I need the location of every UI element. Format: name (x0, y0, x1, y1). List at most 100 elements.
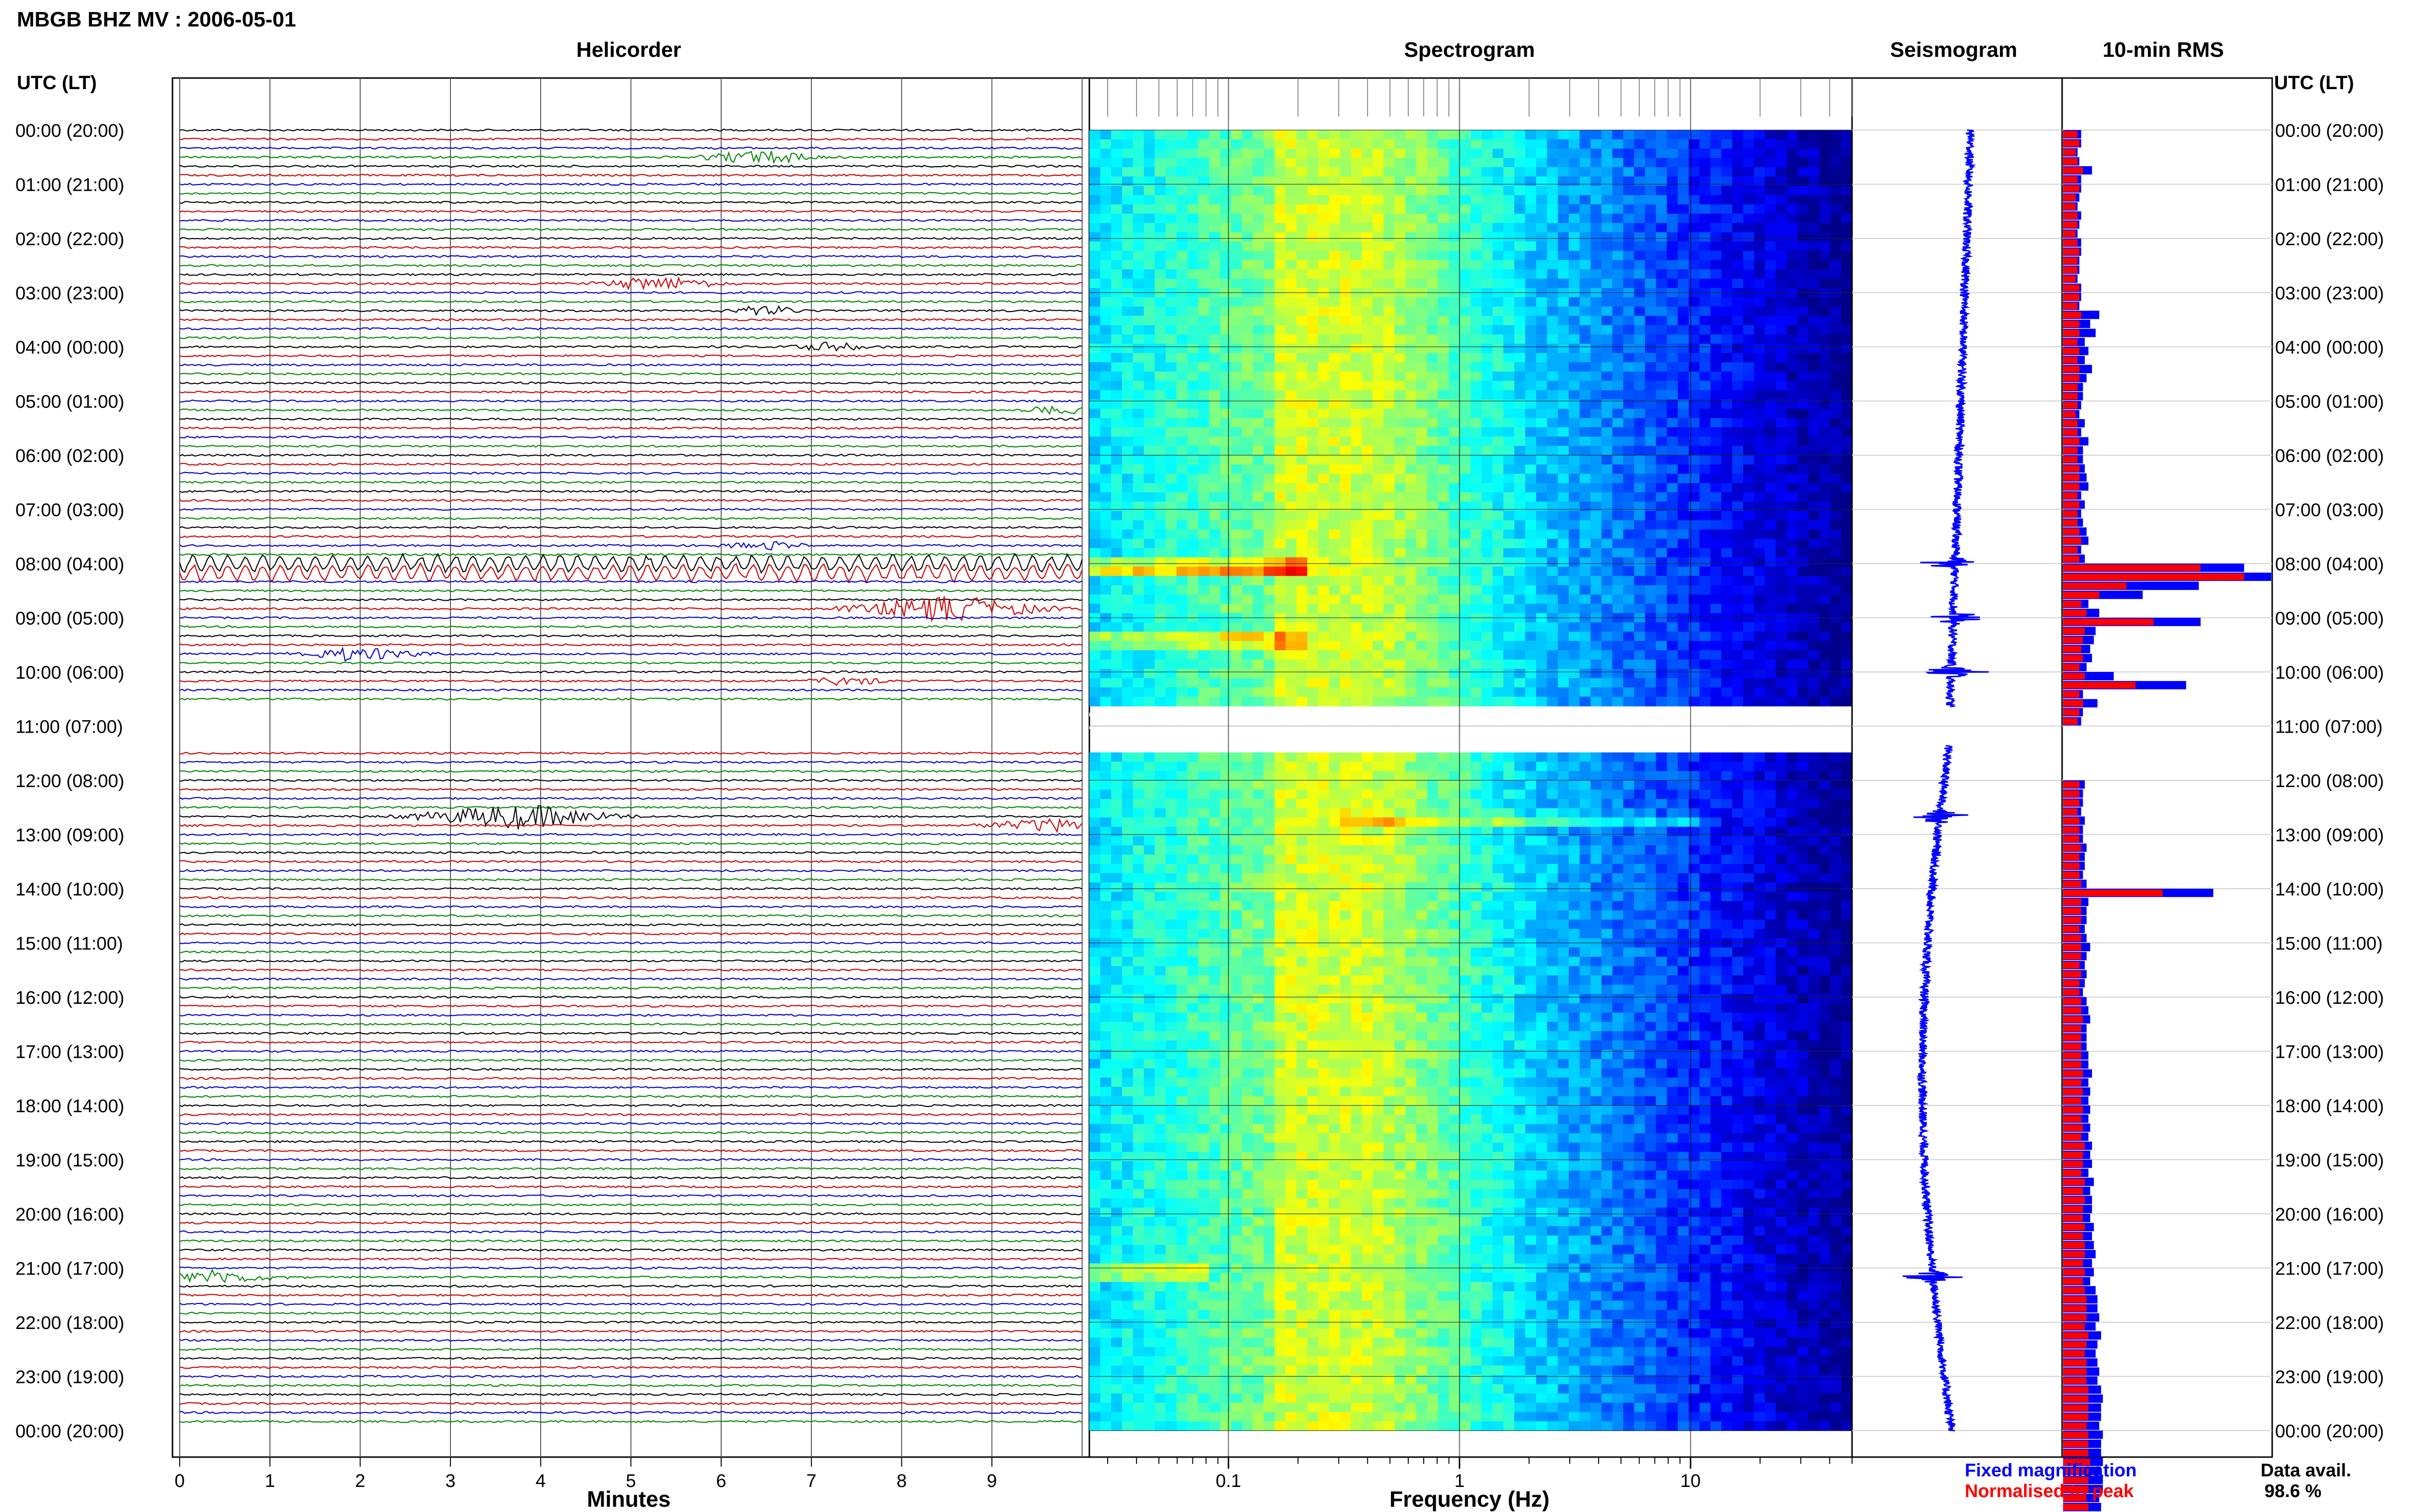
spectrogram-cell (1601, 789, 1613, 800)
spectrogram-cell (1449, 511, 1460, 521)
spectrogram-cell (1394, 622, 1406, 632)
spectrogram-cell (1144, 473, 1155, 484)
spectrogram-cell (1394, 464, 1406, 474)
spectrogram-cell (1100, 139, 1112, 149)
spectrogram-cell (1383, 130, 1395, 140)
spectrogram-cell (1830, 771, 1842, 781)
spectrogram-cell (1285, 353, 1297, 363)
spectrogram-cell (1601, 223, 1613, 233)
spectrogram-cell (1547, 557, 1559, 567)
spectrogram-cell (1231, 297, 1243, 307)
spectrogram-cell (1787, 483, 1798, 493)
spectrogram-cell (1525, 316, 1536, 326)
spectrogram-cell (1765, 269, 1776, 279)
spectrogram-cell (1787, 446, 1798, 456)
spectrogram-cell (1449, 241, 1460, 251)
spectrogram-cell (1634, 158, 1646, 168)
helicorder-trace-row (179, 1031, 1083, 1035)
helicorder-trace-row (179, 1212, 1083, 1216)
spectrogram-cell (1394, 483, 1406, 493)
spectrogram-cell (1841, 325, 1853, 335)
helicorder-trace-row (179, 959, 1083, 963)
helicorder-trace-row (179, 1221, 1083, 1224)
spectrogram-cell (1176, 130, 1188, 140)
spectrogram-cell (1743, 808, 1755, 818)
spectrogram-cell (1122, 408, 1134, 419)
spectrogram-cell (1819, 659, 1831, 670)
spectrogram-cell (1601, 362, 1613, 372)
spectrogram-cell (1253, 260, 1264, 270)
spectrogram-cell (1231, 362, 1243, 372)
spectrogram-cell (1787, 158, 1798, 168)
spectrogram-cell (1743, 576, 1755, 586)
spectrogram-cell (1242, 130, 1253, 140)
spectrogram-cell (1176, 631, 1188, 642)
spectrogram-cell (1405, 687, 1417, 697)
spectrogram-cell (1482, 641, 1493, 651)
spectrogram-cell (1242, 594, 1253, 605)
spectrogram-cell (1819, 223, 1831, 233)
spectrogram-cell (1416, 697, 1428, 707)
spectrogram-cell (1427, 427, 1439, 437)
spectrogram-cell (1165, 446, 1177, 456)
spectrogram-cell (1678, 650, 1689, 660)
spectrogram-cell (1405, 576, 1417, 586)
spectrogram-cell (1645, 399, 1656, 409)
spectrogram-cell (1242, 501, 1253, 512)
spectrogram-cell (1329, 381, 1340, 391)
spectrogram-cell (1350, 511, 1363, 521)
spectrogram-cell (1699, 408, 1711, 419)
spectrogram-cell (1362, 297, 1373, 307)
spectrogram-cell (1787, 278, 1798, 289)
spectrogram-cell (1220, 316, 1231, 326)
spectrogram-cell (1655, 343, 1668, 354)
spectrogram-cell (1307, 650, 1319, 660)
spectrogram-cell (1743, 566, 1755, 577)
spectrogram-cell (1144, 501, 1155, 512)
spectrogram-cell (1362, 576, 1373, 586)
spectrogram-cell (1688, 306, 1700, 316)
spectrogram-cell (1263, 316, 1275, 326)
spectrogram-cell (1459, 771, 1471, 781)
spectrogram-cell (1841, 631, 1853, 642)
spectrogram-cell (1144, 659, 1155, 670)
spectrogram-cell (1743, 631, 1755, 642)
spectrogram-cell (1165, 297, 1177, 307)
spectrogram-cell (1122, 362, 1134, 372)
spectrogram-cell (1655, 167, 1668, 177)
spectrogram-cell (1645, 176, 1656, 186)
spectrogram-cell (1645, 576, 1656, 586)
spectrogram-cell (1231, 780, 1243, 790)
spectrogram-cell (1743, 316, 1755, 326)
spectrogram-cell (1667, 557, 1678, 567)
spectrogram-cell (1111, 241, 1123, 251)
spectrogram-cell (1699, 631, 1711, 642)
spectrogram-cell (1459, 232, 1471, 242)
spectrogram-cell (1645, 771, 1656, 781)
spectrogram-cell (1590, 418, 1602, 428)
spectrogram-cell (1329, 604, 1340, 614)
spectrogram-cell (1100, 371, 1112, 381)
spectrogram-cell (1601, 167, 1613, 177)
spectrogram-cell (1394, 808, 1406, 818)
spectrogram-cell (1732, 139, 1744, 149)
spectrogram-cell (1111, 576, 1123, 586)
spectrogram-cell (1318, 158, 1330, 168)
spectrogram-cell (1558, 250, 1569, 261)
spectrogram-cell (1655, 130, 1668, 140)
spectrogram-cell (1340, 139, 1351, 149)
spectrogram-cell (1678, 130, 1689, 140)
spectrogram-cell (1253, 762, 1264, 772)
spectrogram-cell (1459, 604, 1471, 614)
spectrogram-cell (1100, 650, 1112, 660)
spectrogram-cell (1350, 687, 1363, 697)
spectrogram-cell (1634, 808, 1646, 818)
spectrogram-cell (1459, 789, 1471, 800)
spectrogram-cell (1296, 548, 1308, 558)
spectrogram-cell (1242, 297, 1253, 307)
helicorder-trace-row (179, 1356, 1083, 1360)
spectrogram-cell (1688, 539, 1700, 549)
spectrogram-cell (1263, 631, 1275, 642)
spectrogram-cell (1514, 250, 1526, 261)
spectrogram-cell (1547, 399, 1559, 409)
